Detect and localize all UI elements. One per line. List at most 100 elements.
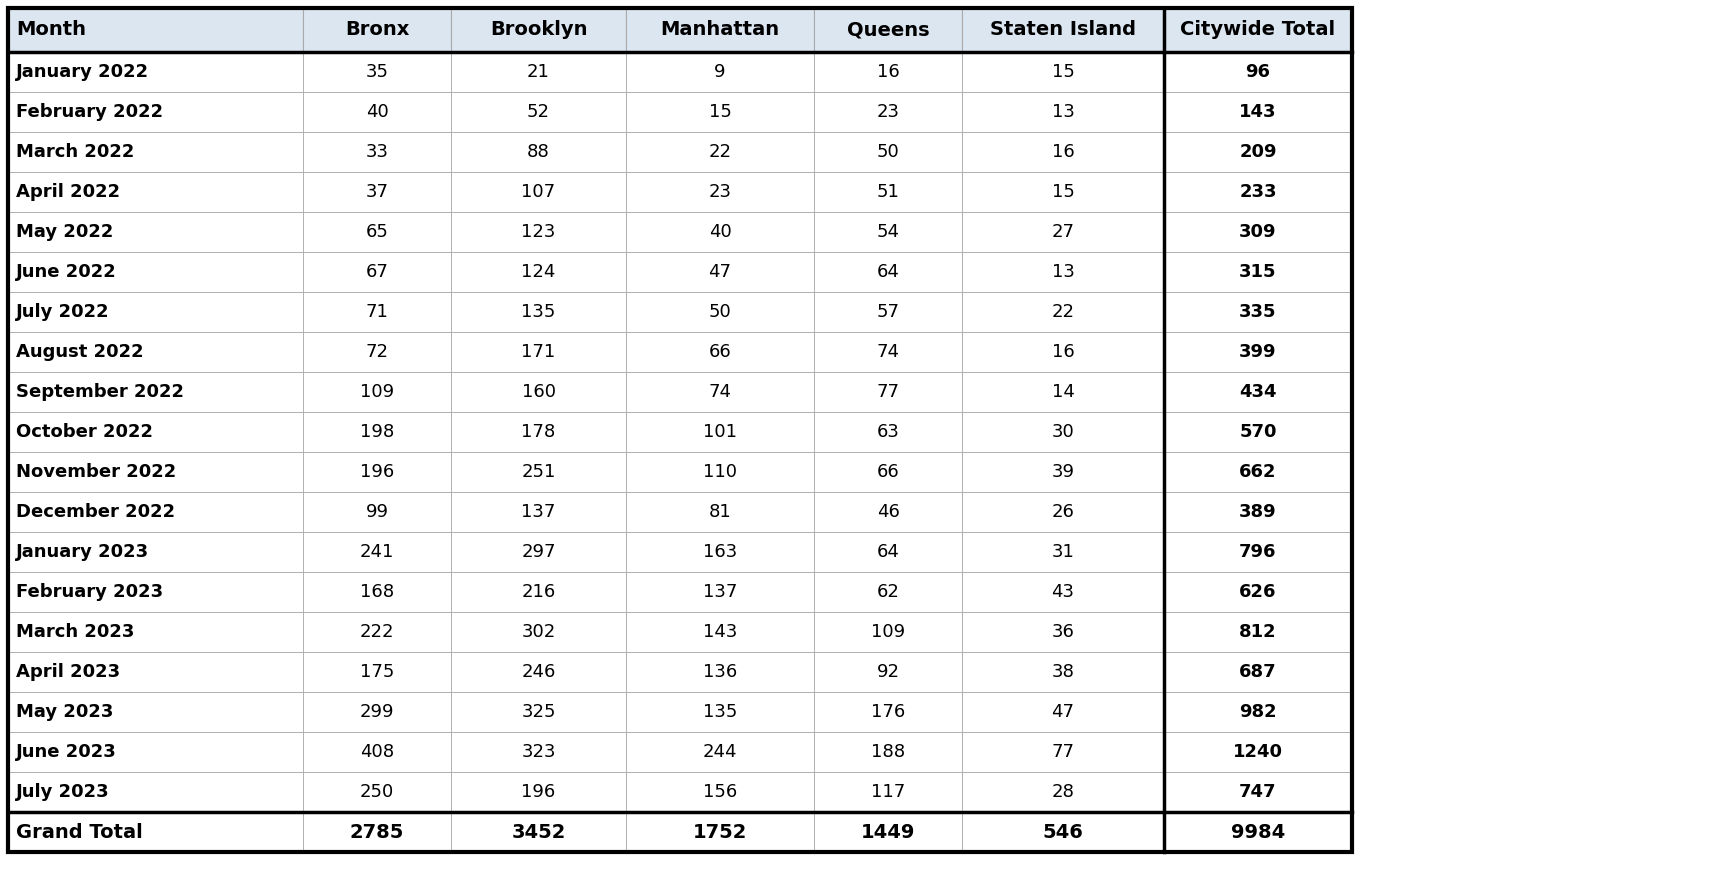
Text: 812: 812 bbox=[1240, 623, 1276, 641]
Text: 26: 26 bbox=[1052, 503, 1075, 521]
Text: 399: 399 bbox=[1240, 343, 1276, 361]
Bar bbox=[1164, 172, 1352, 212]
Text: 156: 156 bbox=[703, 783, 737, 801]
Text: 233: 233 bbox=[1240, 183, 1276, 201]
Text: 66: 66 bbox=[876, 463, 899, 481]
Bar bbox=[303, 572, 451, 612]
Text: December 2022: December 2022 bbox=[15, 503, 176, 521]
Text: 52: 52 bbox=[527, 103, 549, 121]
Bar bbox=[451, 332, 627, 372]
Text: Staten Island: Staten Island bbox=[990, 21, 1137, 39]
Bar bbox=[963, 372, 1164, 412]
Text: 109: 109 bbox=[360, 383, 394, 401]
Text: 63: 63 bbox=[876, 423, 899, 441]
Bar bbox=[815, 252, 963, 292]
Text: 88: 88 bbox=[527, 143, 549, 161]
Bar bbox=[627, 412, 815, 452]
Text: 323: 323 bbox=[522, 743, 556, 761]
Text: 160: 160 bbox=[522, 383, 556, 401]
Text: 107: 107 bbox=[522, 183, 556, 201]
Text: Grand Total: Grand Total bbox=[15, 822, 143, 841]
Text: 66: 66 bbox=[709, 343, 732, 361]
Bar bbox=[451, 652, 627, 692]
Text: 46: 46 bbox=[876, 503, 899, 521]
Text: 74: 74 bbox=[876, 343, 899, 361]
Text: 135: 135 bbox=[703, 703, 737, 721]
Text: 250: 250 bbox=[360, 783, 394, 801]
Text: Citywide Total: Citywide Total bbox=[1181, 21, 1336, 39]
Bar bbox=[815, 212, 963, 252]
Text: 309: 309 bbox=[1240, 223, 1276, 241]
Text: 30: 30 bbox=[1052, 423, 1075, 441]
Text: June 2022: June 2022 bbox=[15, 263, 117, 281]
Text: 196: 196 bbox=[522, 783, 556, 801]
Bar bbox=[815, 772, 963, 812]
Text: 168: 168 bbox=[360, 583, 394, 601]
Text: 124: 124 bbox=[522, 263, 556, 281]
Bar bbox=[303, 292, 451, 332]
Text: 15: 15 bbox=[1052, 183, 1075, 201]
Bar bbox=[451, 612, 627, 652]
Text: 117: 117 bbox=[871, 783, 906, 801]
Text: 92: 92 bbox=[876, 663, 899, 681]
Bar bbox=[815, 92, 963, 132]
Bar bbox=[815, 572, 963, 612]
Bar bbox=[451, 252, 627, 292]
Text: 325: 325 bbox=[522, 703, 556, 721]
Text: Bronx: Bronx bbox=[344, 21, 410, 39]
Text: 135: 135 bbox=[522, 303, 556, 321]
Text: 39: 39 bbox=[1052, 463, 1075, 481]
Bar bbox=[815, 812, 963, 852]
Bar bbox=[9, 332, 303, 372]
Bar bbox=[451, 92, 627, 132]
Bar bbox=[963, 52, 1164, 92]
Text: 35: 35 bbox=[365, 63, 389, 81]
Text: 27: 27 bbox=[1052, 223, 1075, 241]
Bar bbox=[451, 812, 627, 852]
Bar bbox=[303, 92, 451, 132]
Bar bbox=[451, 692, 627, 732]
Bar bbox=[9, 212, 303, 252]
Bar bbox=[303, 612, 451, 652]
Text: February 2022: February 2022 bbox=[15, 103, 164, 121]
Text: 36: 36 bbox=[1052, 623, 1075, 641]
Text: January 2023: January 2023 bbox=[15, 543, 150, 561]
Bar bbox=[963, 692, 1164, 732]
Text: 71: 71 bbox=[365, 303, 389, 321]
Text: 1752: 1752 bbox=[692, 822, 747, 841]
Bar bbox=[9, 452, 303, 492]
Bar bbox=[451, 292, 627, 332]
Bar bbox=[963, 412, 1164, 452]
Bar bbox=[963, 212, 1164, 252]
Bar bbox=[627, 132, 815, 172]
Bar bbox=[627, 292, 815, 332]
Text: June 2023: June 2023 bbox=[15, 743, 117, 761]
Bar bbox=[303, 252, 451, 292]
Text: 1449: 1449 bbox=[861, 822, 914, 841]
Text: July 2023: July 2023 bbox=[15, 783, 110, 801]
Text: October 2022: October 2022 bbox=[15, 423, 153, 441]
Text: 546: 546 bbox=[1042, 822, 1083, 841]
Bar bbox=[303, 412, 451, 452]
Bar bbox=[963, 92, 1164, 132]
Bar bbox=[963, 252, 1164, 292]
Text: 54: 54 bbox=[876, 223, 899, 241]
Text: 47: 47 bbox=[1052, 703, 1075, 721]
Bar bbox=[9, 8, 303, 52]
Text: 16: 16 bbox=[876, 63, 899, 81]
Text: 434: 434 bbox=[1240, 383, 1276, 401]
Bar bbox=[9, 412, 303, 452]
Bar bbox=[303, 372, 451, 412]
Bar bbox=[1164, 772, 1352, 812]
Bar bbox=[1164, 372, 1352, 412]
Bar bbox=[815, 132, 963, 172]
Bar bbox=[9, 172, 303, 212]
Text: May 2022: May 2022 bbox=[15, 223, 114, 241]
Bar bbox=[815, 332, 963, 372]
Bar bbox=[1164, 492, 1352, 532]
Bar bbox=[303, 172, 451, 212]
Bar bbox=[9, 692, 303, 732]
Text: 64: 64 bbox=[876, 543, 899, 561]
Text: Queens: Queens bbox=[847, 21, 930, 39]
Bar bbox=[9, 532, 303, 572]
